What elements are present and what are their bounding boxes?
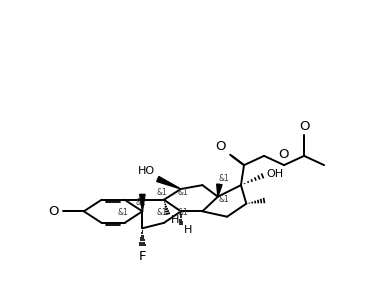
Text: HO: HO — [138, 166, 155, 176]
Polygon shape — [140, 194, 145, 211]
Polygon shape — [157, 176, 181, 189]
Text: &1: &1 — [219, 195, 229, 204]
Text: &1: &1 — [156, 188, 167, 197]
Text: H: H — [184, 225, 192, 235]
Text: O: O — [299, 120, 310, 133]
Text: &1: &1 — [156, 208, 167, 217]
Text: H: H — [171, 215, 179, 225]
Text: O: O — [278, 148, 289, 161]
Text: &1: &1 — [219, 175, 229, 184]
Text: &1: &1 — [136, 198, 146, 207]
Text: OH: OH — [266, 169, 283, 179]
Text: &1: &1 — [177, 188, 188, 197]
Text: O: O — [215, 140, 225, 153]
Polygon shape — [217, 184, 222, 197]
Text: F: F — [139, 250, 146, 263]
Text: &1: &1 — [118, 208, 129, 217]
Text: &1: &1 — [177, 208, 188, 217]
Text: O: O — [49, 205, 59, 218]
